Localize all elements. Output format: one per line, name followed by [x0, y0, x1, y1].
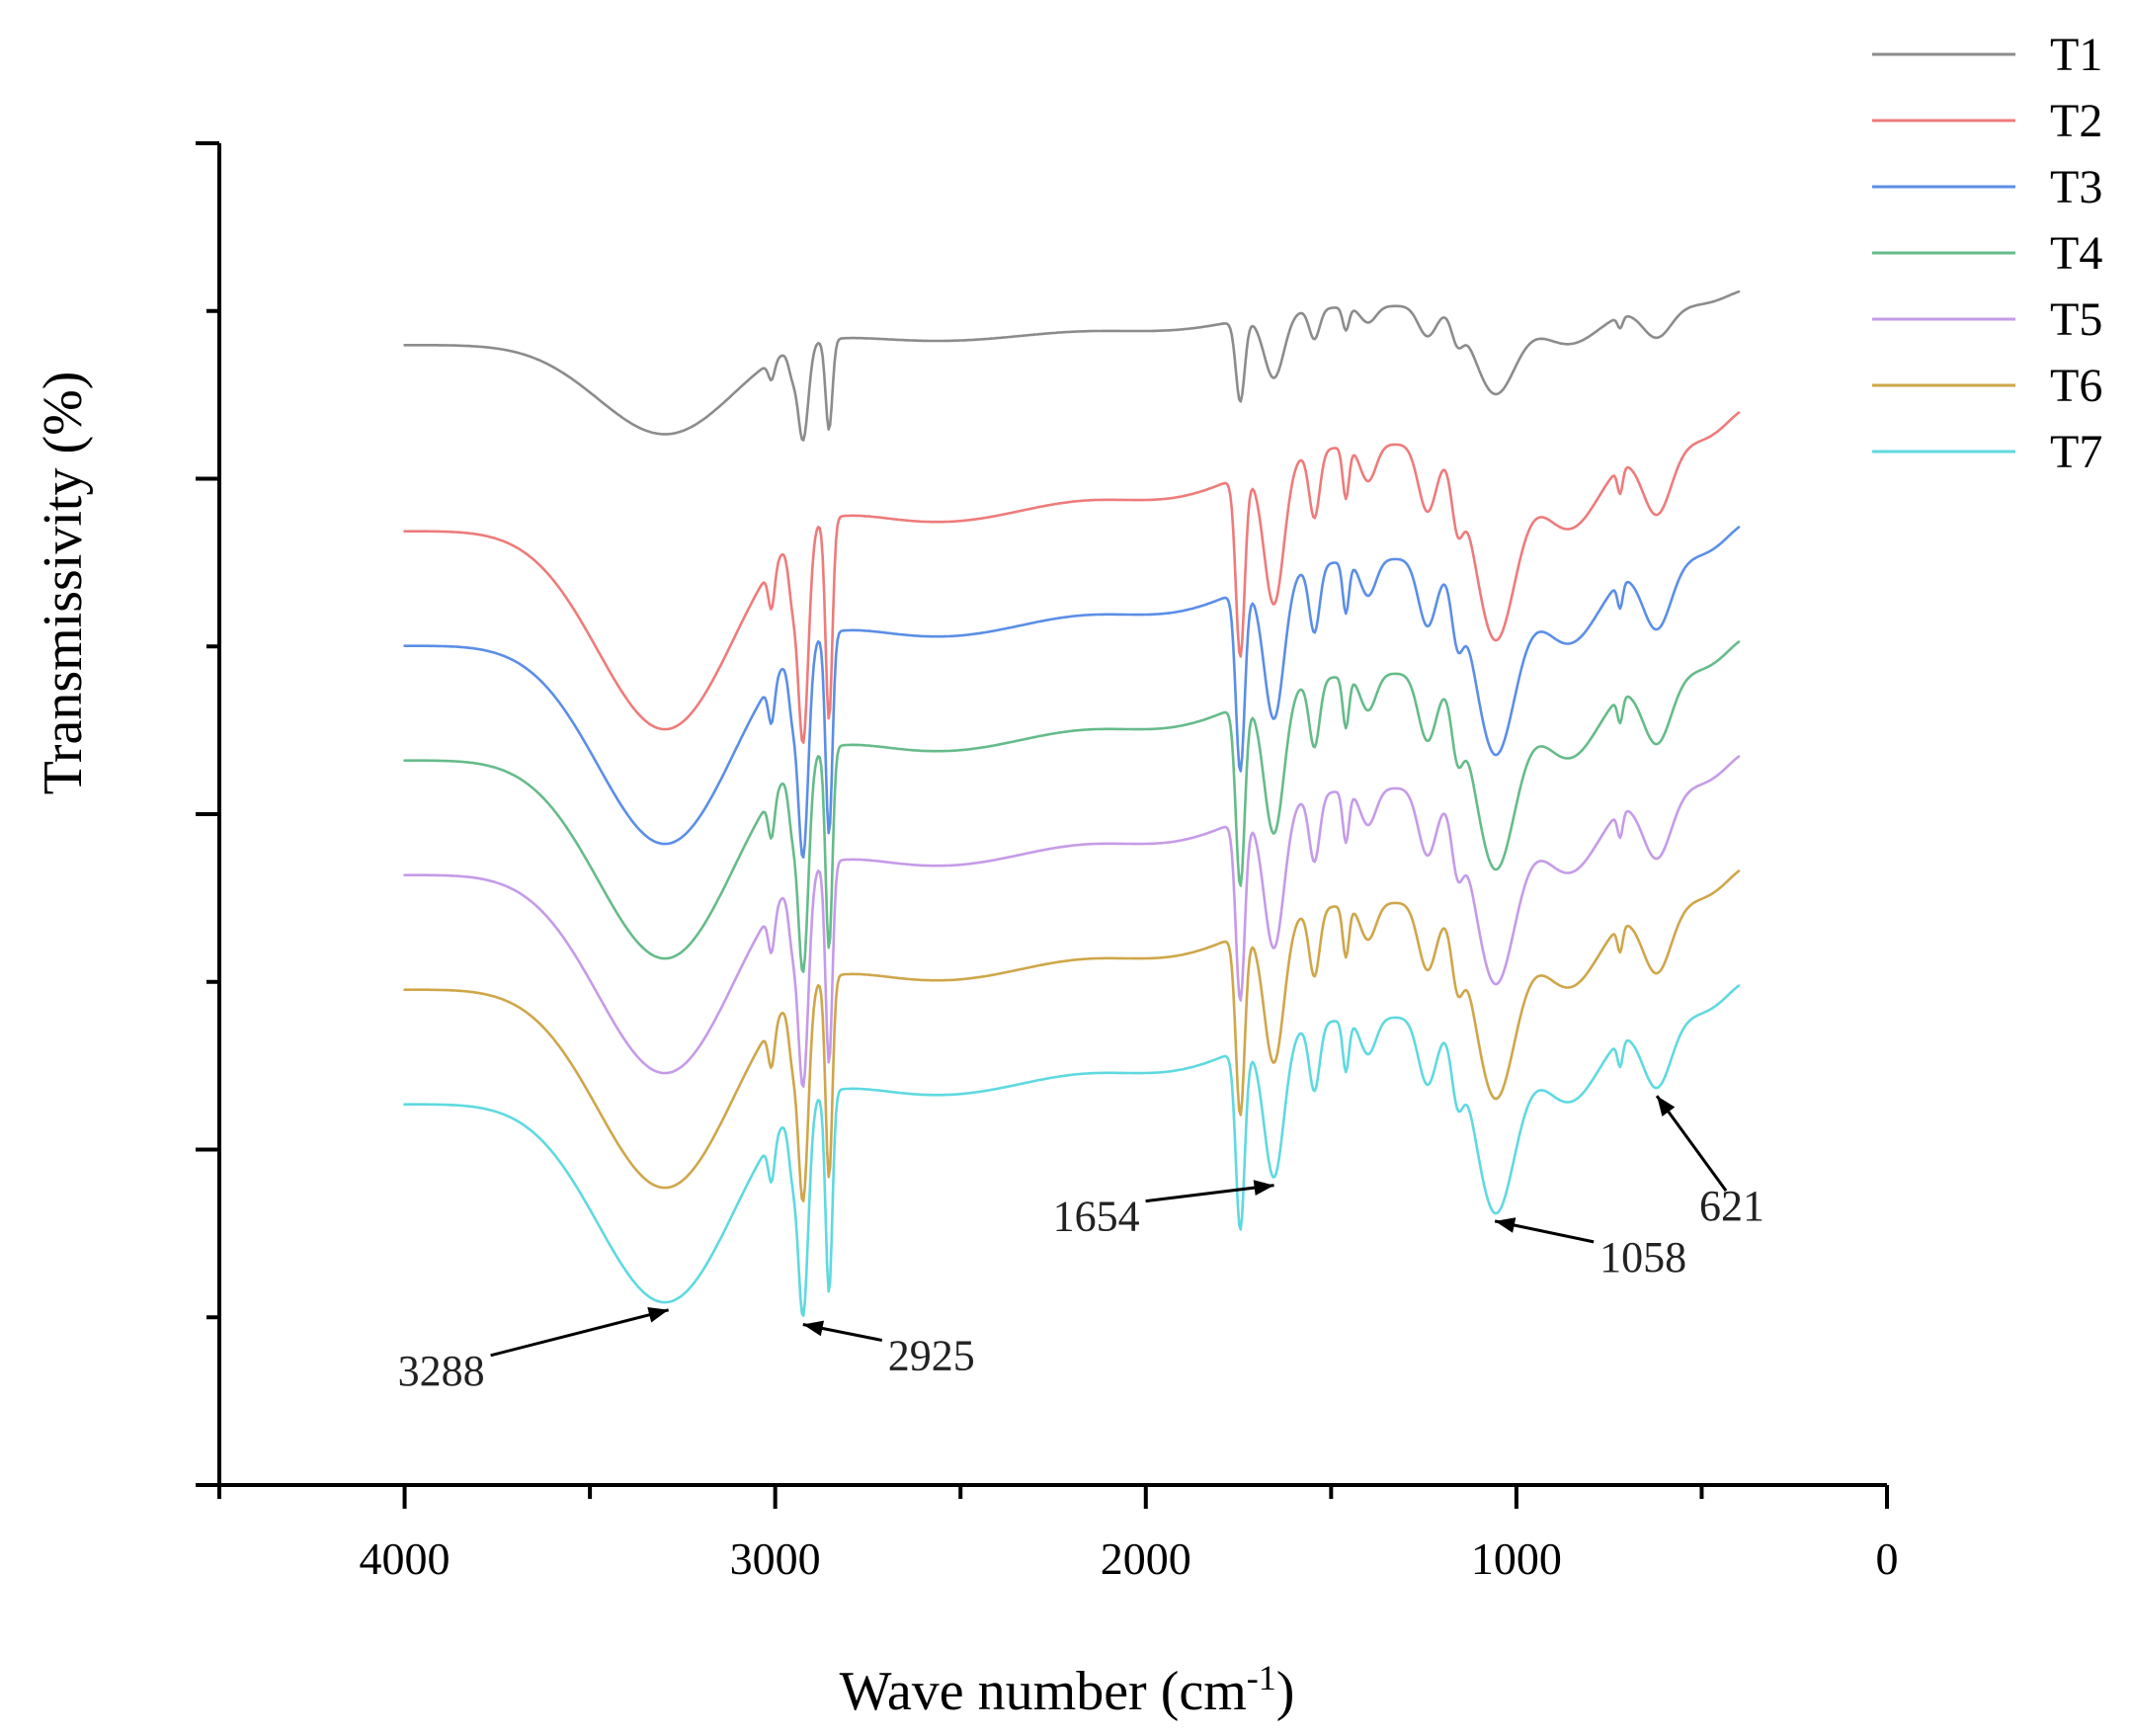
x-tick-label: 1000 — [1471, 1533, 1562, 1584]
series-line-t5 — [403, 755, 1741, 1088]
x-axis: 4000 3000 2000 1000 0 — [217, 1483, 1899, 1584]
x-tick-label: 4000 — [360, 1533, 451, 1584]
series-layer — [403, 289, 1741, 1317]
x-tick-label: 2000 — [1101, 1533, 1191, 1584]
annotation-label: 3288 — [398, 1347, 485, 1395]
series-line-t4 — [403, 640, 1741, 973]
legend-label-t1: T1 — [2050, 29, 2102, 81]
y-axis-title: Transmissivity (%) — [33, 372, 94, 795]
annotation-label: 2925 — [888, 1332, 975, 1380]
legend-label-t3: T3 — [2050, 161, 2102, 213]
legend-label-t6: T6 — [2050, 360, 2102, 412]
annotation-label: 1058 — [1599, 1233, 1686, 1281]
legend-label-t7: T7 — [2050, 426, 2102, 478]
series-line-t7 — [403, 984, 1741, 1317]
annotation-label: 1654 — [1053, 1193, 1140, 1241]
series-line-t3 — [403, 526, 1741, 859]
annotation-arrow — [1145, 1184, 1274, 1203]
annotation-label: 621 — [1699, 1182, 1764, 1230]
legend-label-t4: T4 — [2050, 227, 2102, 280]
series-line-t2 — [403, 411, 1741, 744]
x-tick-label: 0 — [1876, 1533, 1899, 1584]
x-axis-title: Wave number (cm-1) — [840, 1658, 1295, 1722]
annotation-arrowhead — [647, 1307, 669, 1323]
x-axis-title-main: Wave number (cm — [840, 1661, 1247, 1722]
series-line-t1 — [403, 289, 1741, 442]
legend-label-t5: T5 — [2050, 293, 2102, 346]
y-axis — [196, 141, 221, 1487]
series-line-t6 — [403, 869, 1741, 1202]
legend-label-t2: T2 — [2050, 95, 2102, 147]
annotation-arrowhead — [1253, 1180, 1274, 1196]
x-axis-title-end: ) — [1276, 1661, 1295, 1722]
x-tick-label: 3000 — [730, 1533, 821, 1584]
annotation-layer: 3288 2925 1654 1058 621 — [398, 1095, 1764, 1395]
annotation-arrowhead — [1495, 1217, 1517, 1233]
x-axis-title-sup: -1 — [1247, 1658, 1276, 1697]
annotation-arrowhead — [802, 1320, 824, 1337]
annotation-arrowhead — [1657, 1096, 1676, 1116]
legend: T1 T2 T3 T4 T5 T6 T7 — [1872, 29, 2102, 478]
annotation-arrow — [490, 1308, 670, 1358]
